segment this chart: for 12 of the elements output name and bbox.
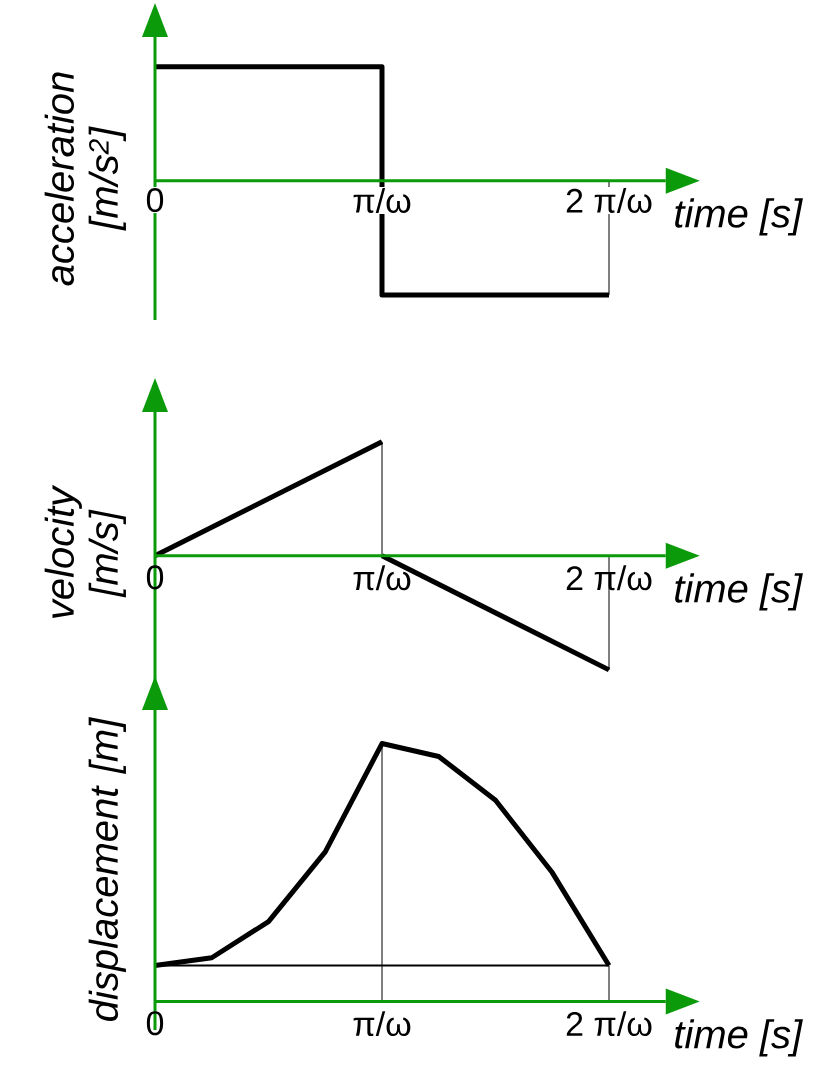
y-axis-title: displacement [m]	[88, 717, 126, 1021]
x-tick-label: 2 π/ω	[566, 187, 652, 213]
x-axis-title: time [s]	[675, 1019, 803, 1057]
x-tick-label: 2 π/ω	[566, 1011, 652, 1037]
y-axis-title: velocity [m/s]	[44, 484, 126, 619]
x-axis-title: time [s]	[675, 198, 803, 236]
x-tick-label: π/ω	[353, 1011, 411, 1037]
x-tick-label: 0	[146, 187, 164, 213]
x-axis-title: time [s]	[675, 573, 803, 611]
x-tick-label: π/ω	[353, 187, 411, 213]
x-tick-label: 2 π/ω	[566, 565, 652, 591]
x-tick-label: π/ω	[353, 565, 411, 591]
